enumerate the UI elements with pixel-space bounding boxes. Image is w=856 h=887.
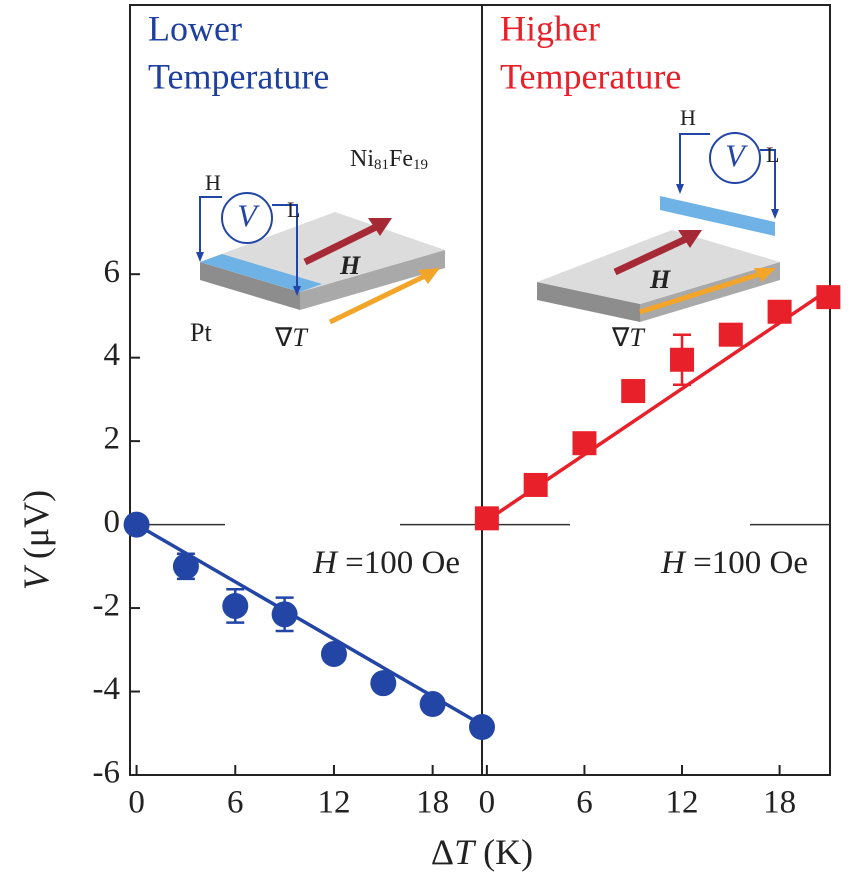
panel-title: Temperature — [148, 56, 329, 96]
data-point — [222, 593, 248, 619]
y-tick-label: 4 — [104, 337, 121, 373]
x-tick-label: 18 — [416, 785, 449, 821]
data-point — [173, 553, 199, 579]
annotation-part: =100 Oe — [337, 545, 460, 581]
inset-label: H — [680, 105, 696, 130]
panel-title: Lower — [148, 8, 242, 48]
data-point — [768, 300, 792, 324]
inset-label: V — [725, 137, 748, 173]
x-tick-label: 18 — [763, 785, 796, 821]
x-tick-label: 0 — [128, 785, 145, 821]
inset-left — [196, 193, 445, 322]
inset-label: L — [287, 197, 300, 222]
inset-label: ∇T — [274, 323, 308, 352]
inset-label: H — [339, 251, 361, 280]
data-point — [272, 601, 298, 627]
y-tick-label: -6 — [93, 755, 121, 791]
x-tick-label: 12 — [666, 785, 699, 821]
chart: H V L Ni81Fe19 H Pt ∇T H V L H ∇T V (μV)… — [0, 0, 856, 887]
data-point — [670, 348, 694, 372]
x-tick-label: 6 — [576, 785, 593, 821]
data-point — [621, 379, 645, 403]
panel-title: Temperature — [500, 56, 681, 96]
annotation: H =100 Oe — [312, 545, 460, 581]
annotation: H =100 Oe — [660, 545, 808, 581]
inset-label: H — [205, 170, 221, 195]
x-tick-label: 6 — [227, 785, 244, 821]
annotation-part: H — [312, 545, 339, 581]
y-tick-label: -2 — [93, 588, 121, 624]
y-tick-label: 2 — [104, 421, 121, 457]
data-point — [572, 431, 596, 455]
annotation-part: H — [660, 545, 687, 581]
y-tick-label: 0 — [104, 504, 121, 540]
y-axis-label: V (μV) — [16, 490, 56, 590]
x-axis-label: ΔT (K) — [431, 832, 533, 872]
data-point — [124, 512, 150, 538]
inset-label: V — [237, 197, 260, 233]
x-tick-label: 0 — [479, 785, 496, 821]
y-tick-label: 6 — [104, 254, 121, 290]
data-point — [321, 641, 347, 667]
data-point — [420, 691, 446, 717]
data-point — [524, 473, 548, 497]
data-point — [370, 670, 396, 696]
inset-label: H — [649, 265, 671, 294]
inset-label: Ni81Fe19 — [350, 146, 428, 174]
inset-label: L — [766, 142, 779, 167]
data-point — [719, 323, 743, 347]
data-point — [816, 285, 840, 309]
inset-label: Pt — [190, 318, 212, 347]
data-point — [469, 714, 495, 740]
data-point — [475, 506, 499, 530]
panel-title: Higher — [500, 8, 600, 48]
plot-frame — [130, 5, 830, 775]
inset-label: ∇T — [611, 323, 645, 352]
x-tick-label: 12 — [317, 785, 350, 821]
y-tick-label: -4 — [93, 671, 121, 707]
annotation-part: =100 Oe — [685, 545, 808, 581]
